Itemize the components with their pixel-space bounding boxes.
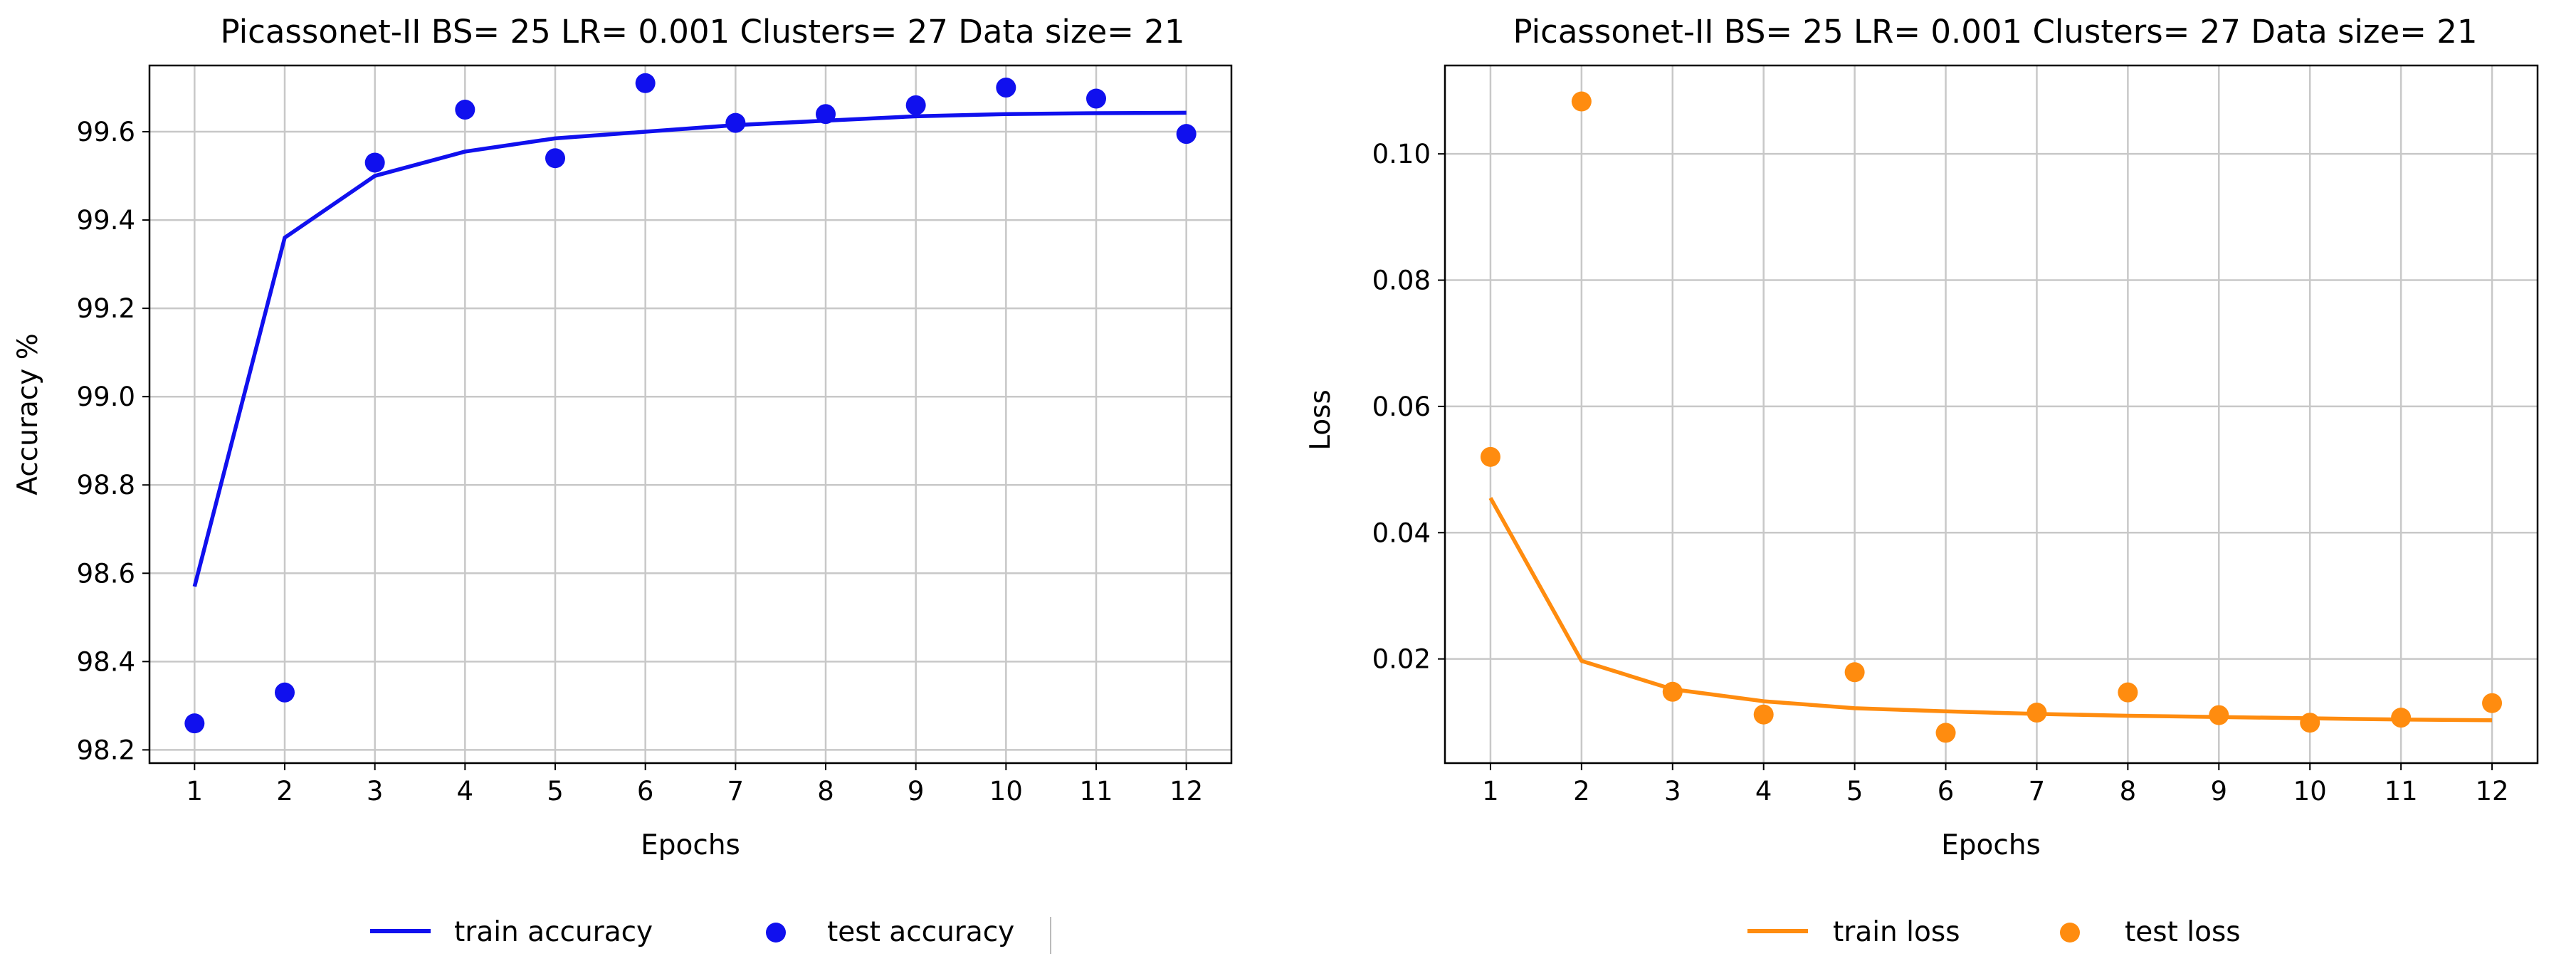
x-tick-label: 3 (367, 776, 384, 807)
data-point-test-accuracy (635, 73, 656, 93)
y-tick-label: 98.4 (77, 646, 135, 677)
x-tick-label: 11 (2385, 776, 2418, 807)
legend-label-test-accuracy: test accuracy (827, 916, 1014, 948)
x-tick-label: 1 (1482, 776, 1499, 807)
data-point-test-loss (2026, 703, 2047, 723)
x-tick-label: 7 (2029, 776, 2046, 807)
x-tick-label: 10 (989, 776, 1023, 807)
data-point-test-accuracy (1086, 88, 1106, 109)
y-tick-label: 99.0 (77, 382, 135, 412)
data-point-test-accuracy (275, 682, 295, 703)
x-axis-label: Epochs (1941, 829, 2041, 861)
plot-area (184, 73, 1197, 734)
y-tick-label: 98.8 (77, 470, 135, 500)
x-tick-label: 9 (2211, 776, 2228, 807)
x-tick-label: 6 (637, 776, 654, 807)
data-point-test-loss (2391, 708, 2412, 728)
legend-label-test-loss: test loss (2125, 916, 2241, 948)
data-point-test-loss (2300, 713, 2320, 733)
axes-frame (148, 64, 1233, 765)
data-point-test-loss (1753, 704, 1774, 725)
y-tick-label: 99.6 (77, 117, 135, 147)
data-point-test-loss (1935, 723, 1956, 743)
x-tick-label: 4 (1755, 776, 1772, 807)
y-axis-label: Accuracy % (12, 333, 44, 495)
gridlines (1438, 65, 2538, 770)
y-tick-label: 0.08 (1372, 266, 1431, 296)
data-point-test-accuracy (1176, 124, 1197, 145)
x-tick-label: 2 (1573, 776, 1590, 807)
data-point-test-accuracy (996, 78, 1016, 98)
y-tick-label: 0.10 (1372, 139, 1431, 169)
data-point-test-loss (2209, 705, 2229, 725)
data-point-test-accuracy (905, 95, 926, 115)
x-tick-label: 10 (2293, 776, 2327, 807)
legend-label-train-accuracy: train accuracy (454, 916, 653, 948)
legend: train accuracy test accuracy (370, 916, 1051, 954)
legend-swatch-test-loss (2060, 923, 2080, 943)
x-tick-label: 8 (817, 776, 834, 807)
legend-swatch-test-accuracy (766, 923, 786, 943)
x-tick-label: 8 (2120, 776, 2137, 807)
data-point-test-accuracy (184, 713, 205, 734)
data-point-test-loss (1571, 91, 1592, 112)
data-point-test-loss (1844, 662, 1865, 683)
y-tick-label: 0.04 (1372, 518, 1431, 548)
x-tick-label: 7 (727, 776, 745, 807)
x-tick-labels: 1 2 3 4 5 6 7 8 9 10 11 12 (1482, 776, 2508, 807)
x-tick-label: 5 (547, 776, 564, 807)
x-tick-label: 4 (457, 776, 474, 807)
x-tick-label: 12 (1169, 776, 1203, 807)
data-point-test-loss (1480, 446, 1500, 467)
gridlines (142, 65, 1231, 770)
y-tick-labels: 0.02 0.04 0.06 0.08 0.10 (1372, 139, 1431, 675)
y-tick-label: 99.2 (77, 293, 135, 324)
series-line-train-accuracy (192, 110, 1187, 587)
y-tick-label: 99.4 (77, 205, 135, 236)
legend: train loss test loss (1747, 916, 2241, 948)
x-tick-label: 3 (1664, 776, 1681, 807)
series-line-train-loss (1488, 497, 2493, 723)
data-point-test-accuracy (364, 152, 385, 173)
chart-title: Picassonet-II BS= 25 LR= 0.001 Clusters=… (220, 13, 1184, 51)
chart-title: Picassonet-II BS= 25 LR= 0.001 Clusters=… (1513, 13, 2477, 51)
y-tick-label: 0.06 (1372, 392, 1431, 422)
y-tick-labels: 98.2 98.4 98.6 98.8 99.0 99.2 99.4 99.6 (77, 117, 135, 765)
x-axis-label: Epochs (641, 829, 740, 861)
x-tick-label: 12 (2475, 776, 2508, 807)
data-point-test-accuracy (455, 100, 475, 120)
y-tick-label: 0.02 (1372, 644, 1431, 675)
axes-frame (1444, 64, 2539, 765)
x-tick-label: 2 (276, 776, 293, 807)
x-tick-label: 1 (186, 776, 204, 807)
data-point-test-loss (1662, 681, 1683, 702)
x-tick-label: 5 (1846, 776, 1863, 807)
data-point-test-accuracy (725, 112, 746, 133)
y-axis-label: Loss (1305, 389, 1337, 451)
x-tick-labels: 1 2 3 4 5 6 7 8 9 10 11 12 (186, 776, 1204, 807)
x-tick-label: 11 (1079, 776, 1113, 807)
data-point-test-loss (2118, 682, 2138, 703)
legend-label-train-loss: train loss (1833, 916, 1960, 948)
accuracy-chart: Picassonet-II BS= 25 LR= 0.001 Clusters=… (12, 13, 1233, 954)
loss-chart: Picassonet-II BS= 25 LR= 0.001 Clusters=… (1305, 13, 2539, 948)
y-tick-label: 98.6 (77, 558, 135, 589)
data-point-test-accuracy (545, 148, 565, 169)
data-point-test-accuracy (816, 104, 836, 125)
x-tick-label: 9 (908, 776, 925, 807)
data-point-test-loss (2482, 693, 2503, 713)
y-tick-label: 98.2 (77, 735, 135, 765)
x-tick-label: 6 (1938, 776, 1955, 807)
plot-area (1480, 91, 2503, 743)
